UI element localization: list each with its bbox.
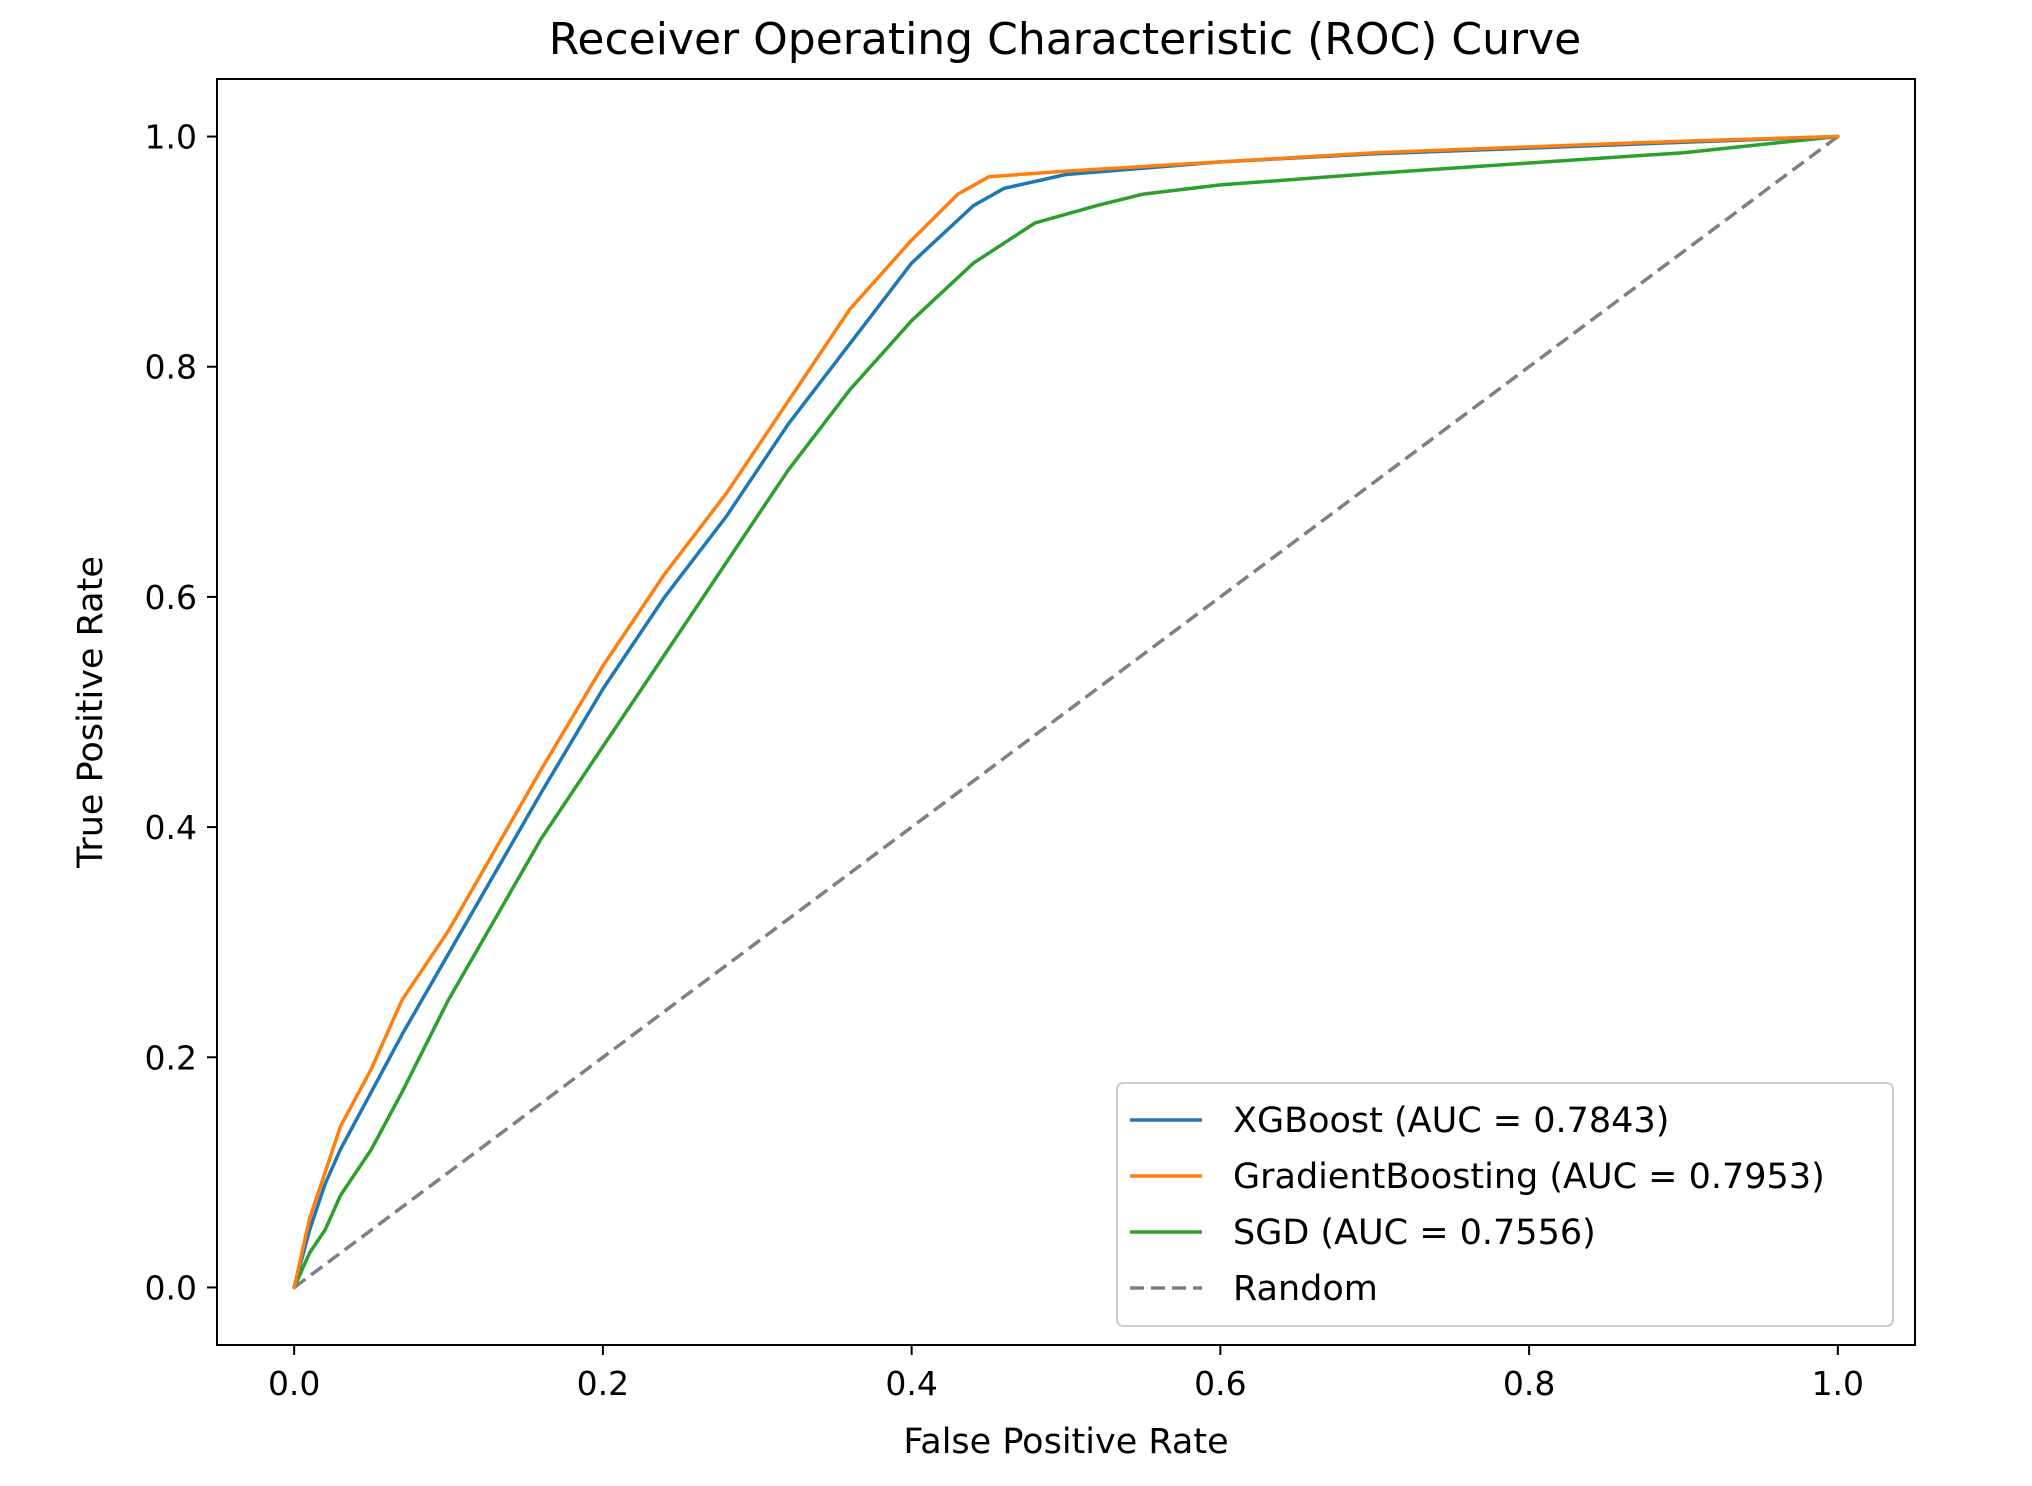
- series-line-gradientboosting: [292, 134, 1840, 1290]
- chart-title: Receiver Operating Characteristic (ROC) …: [549, 14, 1581, 65]
- series-layer: [292, 134, 1840, 1290]
- legend-label-sgd: SGD (AUC = 0.7556): [1233, 1213, 1596, 1253]
- y-axis-label: True Positive Rate: [71, 556, 111, 869]
- x-tick-label: 0.6: [1194, 1364, 1246, 1403]
- y-tick-label: 0.8: [145, 348, 197, 387]
- y-tick-label: 0.0: [145, 1268, 197, 1307]
- plot-frame: [216, 78, 1916, 1346]
- legend: XGBoost (AUC = 0.7843) GradientBoosting (…: [1116, 1082, 1894, 1327]
- legend-box: [1116, 1082, 1894, 1327]
- x-tick-label: 0.8: [1503, 1364, 1555, 1403]
- y-tick-label: 0.6: [145, 578, 197, 617]
- plot-area: 0.0 0.2 0.4 0.6 0.8 1.0 0.0 0.2 0.4 0.6 0.8 1.0: [145, 78, 1916, 1403]
- x-axis-ticks: 0.0 0.2 0.4 0.6 0.8 1.0: [268, 1345, 1864, 1403]
- y-tick-label: 0.4: [145, 808, 197, 847]
- series-line-random: [293, 135, 1839, 1289]
- y-tick-label: 0.2: [145, 1038, 197, 1077]
- x-tick-label: 0.0: [268, 1364, 320, 1403]
- x-tick-label: 0.4: [885, 1364, 937, 1403]
- legend-label-random: Random: [1233, 1269, 1378, 1309]
- y-tick-label: 1.0: [145, 118, 197, 157]
- x-axis-label: False Positive Rate: [903, 1422, 1228, 1462]
- legend-label-xgboost: XGBoost (AUC = 0.7843): [1233, 1101, 1669, 1141]
- y-axis-ticks: 0.0 0.2 0.4 0.6 0.8 1.0: [145, 118, 217, 1307]
- legend-items: XGBoost (AUC = 0.7843) GradientBoosting (…: [1130, 1101, 1825, 1309]
- x-tick-label: 1.0: [1812, 1364, 1864, 1403]
- series-line-sgd: [292, 134, 1840, 1290]
- legend-label-gradientboosting: GradientBoosting (AUC = 0.7953): [1233, 1157, 1825, 1197]
- x-tick-label: 0.2: [577, 1364, 629, 1403]
